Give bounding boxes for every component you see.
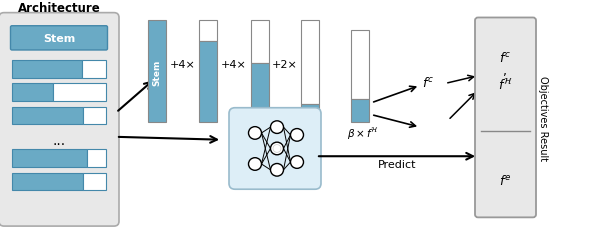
Bar	[83, 173, 106, 190]
Circle shape	[248, 127, 261, 140]
Text: ...: ...	[53, 133, 65, 147]
Circle shape	[273, 145, 281, 153]
Text: +4×: +4×	[221, 60, 247, 70]
Text: Stem: Stem	[43, 34, 75, 44]
Bar	[148, 21, 166, 123]
Circle shape	[248, 158, 261, 171]
Bar	[351, 100, 369, 123]
Bar	[199, 21, 217, 42]
Text: Stem: Stem	[152, 59, 162, 85]
Text: +4×: +4×	[170, 60, 196, 70]
Bar	[251, 21, 269, 64]
Bar	[199, 42, 217, 123]
Bar	[12, 61, 81, 78]
Bar	[12, 173, 83, 190]
Circle shape	[270, 164, 284, 176]
Circle shape	[270, 142, 284, 155]
Text: $f^{\mathcal{H}}$: $f^{\mathcal{H}}$	[498, 77, 513, 93]
Text: Predict: Predict	[378, 159, 417, 169]
Bar	[251, 64, 269, 123]
Bar	[351, 31, 369, 100]
Bar	[87, 150, 106, 167]
Text: $f^c$: $f^c$	[500, 51, 512, 65]
Text: ,: ,	[503, 65, 507, 78]
Text: $\beta \times f^{\mathcal{H}}$: $\beta \times f^{\mathcal{H}}$	[347, 127, 379, 142]
FancyBboxPatch shape	[475, 18, 536, 217]
Bar	[83, 107, 106, 125]
Bar	[301, 21, 319, 104]
Bar	[301, 104, 319, 123]
Text: Architecture: Architecture	[18, 2, 100, 14]
Circle shape	[290, 156, 303, 169]
Bar	[81, 61, 106, 78]
Bar	[12, 107, 83, 125]
Text: +2×: +2×	[272, 60, 298, 70]
Circle shape	[270, 121, 284, 134]
Circle shape	[290, 129, 303, 142]
Text: $f^e$: $f^e$	[499, 173, 512, 187]
Bar	[12, 84, 53, 101]
Bar	[12, 150, 87, 167]
FancyBboxPatch shape	[11, 27, 107, 51]
Bar	[53, 84, 106, 101]
Text: $f^c$: $f^c$	[422, 75, 434, 89]
FancyBboxPatch shape	[0, 14, 119, 226]
Text: Objectives Result: Objectives Result	[538, 76, 548, 160]
FancyBboxPatch shape	[229, 108, 321, 189]
